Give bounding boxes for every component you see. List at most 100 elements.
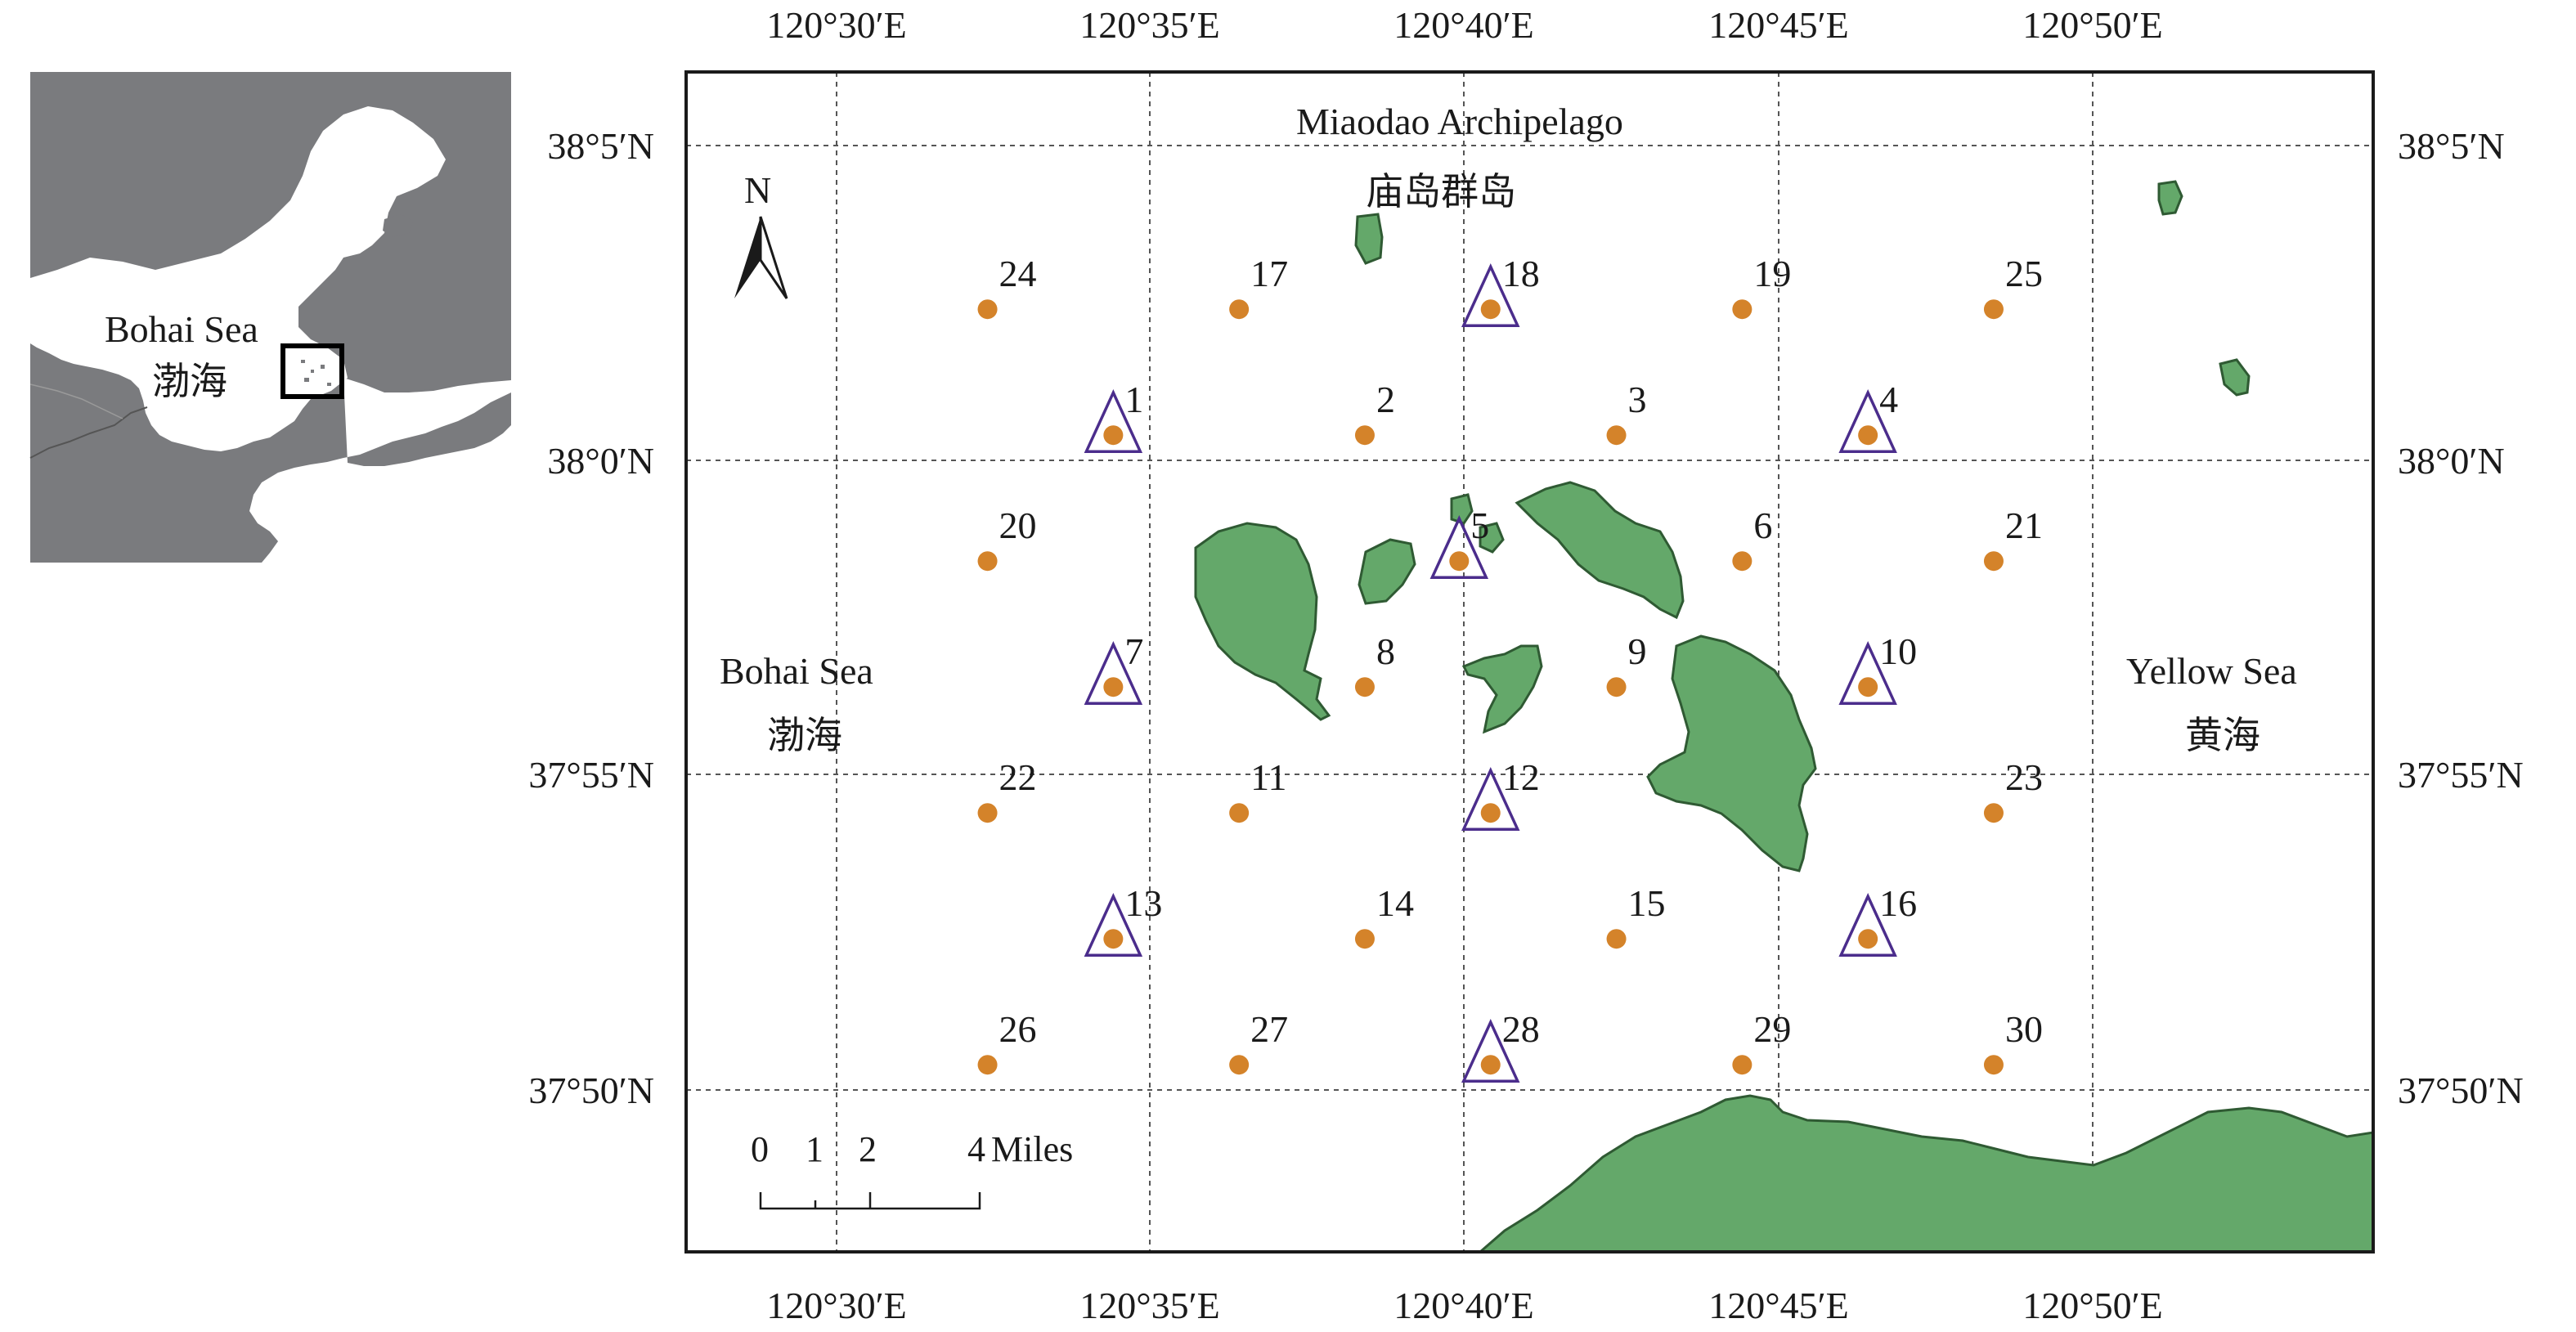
inset-locator-box	[280, 343, 344, 399]
station-label: 3	[1628, 379, 1647, 420]
station-dot	[1229, 803, 1250, 823]
lon-label-bottom-30: 120°30′E	[766, 1285, 907, 1326]
lat-label-left-0: 38°0′N	[547, 440, 654, 482]
station-label: 20	[999, 505, 1037, 546]
lat-labels-left: 38°5′N 38°0′N 37°55′N 37°50′N	[528, 125, 654, 1111]
station-30: 30	[1983, 1008, 2043, 1075]
station-dot	[1606, 929, 1627, 949]
station-triangle-marker	[1838, 388, 1897, 453]
north-arrow-label: N	[744, 169, 771, 211]
station-label: 28	[1502, 1008, 1540, 1050]
station-dot	[1354, 677, 1375, 697]
north-arrow: N	[734, 169, 788, 299]
station-label: 19	[1753, 253, 1791, 294]
station-18: 18	[1461, 253, 1540, 327]
map-frame	[684, 70, 2375, 1254]
station-dot	[1480, 299, 1501, 320]
station-label: 6	[1753, 505, 1772, 546]
station-label: 12	[1502, 756, 1540, 798]
scale-bar: 0 1 2 4 Miles	[751, 1129, 1073, 1210]
station-dot	[1858, 929, 1878, 949]
station-label: 14	[1376, 882, 1414, 924]
right-sea-label-en: Yellow Sea	[2126, 650, 2297, 692]
station-dot	[977, 299, 998, 320]
station-label: 29	[1753, 1008, 1791, 1050]
lat-label-right-5: 38°5′N	[2398, 125, 2505, 167]
graticule	[686, 72, 2373, 1252]
station-label: 4	[1879, 379, 1898, 420]
station-dot	[1229, 1055, 1250, 1075]
station-1: 1	[1084, 379, 1143, 453]
station-dot	[1732, 299, 1752, 320]
mainland-south	[1478, 1094, 2373, 1252]
station-label: 18	[1502, 253, 1540, 294]
station-label: 25	[2005, 253, 2043, 294]
station-6: 6	[1732, 505, 1772, 572]
station-dot	[1449, 551, 1470, 572]
inset-map: Bohai Sea 渤海	[29, 72, 511, 563]
station-12: 12	[1461, 756, 1540, 831]
station-label: 13	[1124, 882, 1162, 924]
island-east-2	[2219, 358, 2251, 397]
lon-label-bottom-40: 120°40′E	[1393, 1285, 1534, 1326]
station-label: 1	[1124, 379, 1143, 420]
island-northeast-large	[1515, 481, 1685, 620]
island-west-large	[1194, 522, 1331, 721]
station-22: 22	[977, 756, 1037, 823]
station-dot	[1480, 803, 1501, 823]
map-title-en: Miaodao Archipelago	[1296, 101, 1623, 142]
station-triangle-marker	[1084, 640, 1143, 705]
station-triangle-marker	[1461, 1018, 1520, 1083]
scale-tick-0: 0	[751, 1129, 769, 1169]
station-label: 21	[2005, 505, 2043, 546]
station-dot	[977, 551, 998, 572]
station-dot	[1858, 425, 1878, 446]
islands	[1194, 180, 2373, 1252]
station-dot	[1983, 1055, 2004, 1075]
lat-label-left-55: 37°55′N	[528, 754, 654, 796]
inset-border-line	[29, 406, 148, 459]
inset-sea-label-zh: 渤海	[152, 361, 227, 402]
station-dot	[1983, 299, 2004, 320]
station-triangle-marker	[1838, 892, 1897, 957]
lat-label-right-50: 37°50′N	[2398, 1070, 2524, 1111]
inset-sea-label-en: Bohai Sea	[105, 308, 258, 350]
station-27: 27	[1229, 1008, 1288, 1075]
station-25: 25	[1983, 253, 2043, 320]
island-east-1	[2157, 180, 2183, 216]
station-dot	[1732, 551, 1752, 572]
station-4: 4	[1838, 379, 1898, 453]
station-dot	[1103, 425, 1124, 446]
station-dot	[1229, 299, 1250, 320]
station-28: 28	[1461, 1008, 1540, 1083]
station-dot	[1983, 551, 2004, 572]
station-3: 3	[1606, 379, 1647, 446]
lon-label-bottom-45: 120°45′E	[1708, 1285, 1849, 1326]
station-label: 26	[999, 1008, 1037, 1050]
lon-label-bottom-35: 120°35′E	[1079, 1285, 1220, 1326]
station-7: 7	[1084, 630, 1143, 705]
station-17: 17	[1229, 253, 1288, 320]
island-center-small-2	[1479, 522, 1505, 554]
station-dot	[1606, 425, 1627, 446]
map-title-zh: 庙岛群岛	[1366, 171, 1516, 213]
station-triangle-marker	[1084, 388, 1143, 453]
island-small-1	[1358, 538, 1416, 605]
island-southeast-large	[1646, 635, 1817, 872]
station-21: 21	[1983, 505, 2043, 572]
station-dot	[1480, 1055, 1501, 1075]
station-15: 15	[1606, 882, 1666, 949]
right-sea-label-zh: 黄海	[2185, 715, 2260, 756]
lon-label-bottom-50: 120°50′E	[2022, 1285, 2163, 1326]
station-triangle-marker	[1838, 640, 1897, 705]
island-middle	[1461, 644, 1543, 734]
station-triangle-marker	[1429, 514, 1489, 579]
lat-labels-right: 38°5′N 38°0′N 37°55′N 37°50′N	[2398, 125, 2524, 1111]
station-dot	[1732, 1055, 1752, 1075]
station-dot	[1103, 677, 1124, 697]
station-24: 24	[977, 253, 1037, 320]
station-14: 14	[1354, 882, 1414, 949]
inset-locator-islands	[301, 360, 331, 386]
lon-label-top-50: 120°50′E	[2022, 4, 2163, 46]
